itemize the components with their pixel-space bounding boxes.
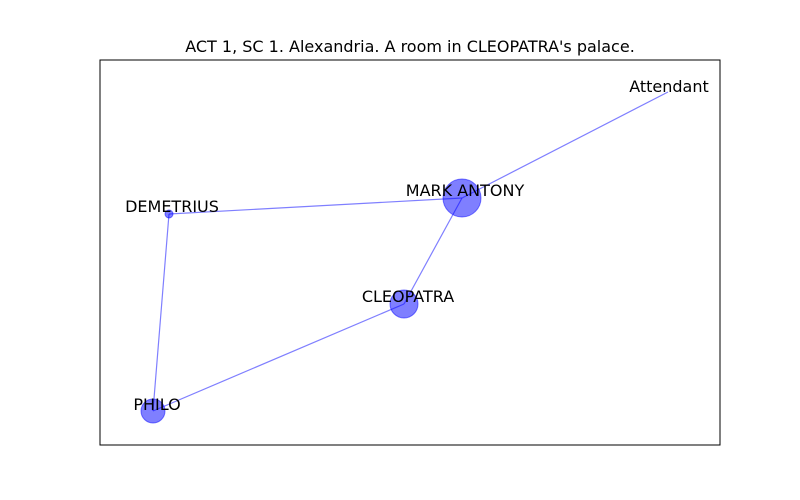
node-demetrius bbox=[164, 209, 174, 219]
node-label-philo: PHILO bbox=[133, 395, 180, 414]
node-mark-antony bbox=[442, 178, 482, 218]
edge-demetrius-philo bbox=[152, 213, 170, 412]
node-label-attendant: Attendant bbox=[629, 77, 709, 96]
labels-layer: MARK ANTONY CLEOPATRA PHILO DEMETRIUS Attend… bbox=[125, 77, 709, 414]
edges-layer bbox=[152, 91, 669, 412]
node-label-demetrius: DEMETRIUS bbox=[125, 197, 219, 216]
chart-title: ACT 1, SC 1. Alexandria. A room in CLEOP… bbox=[185, 37, 635, 56]
node-cleopatra bbox=[389, 289, 419, 319]
node-label-cleopatra: CLEOPATRA bbox=[362, 287, 454, 306]
plot-frame bbox=[99, 59, 721, 446]
edge-mark-antony-demetrius bbox=[168, 197, 463, 215]
node-philo bbox=[140, 398, 166, 424]
edge-cleopatra-philo bbox=[152, 303, 405, 412]
edge-mark-antony-cleopatra bbox=[403, 197, 463, 305]
nodes-layer bbox=[140, 178, 482, 424]
node-label-mark-antony: MARK ANTONY bbox=[406, 181, 525, 200]
edge-mark-antony-attendant bbox=[461, 91, 669, 199]
